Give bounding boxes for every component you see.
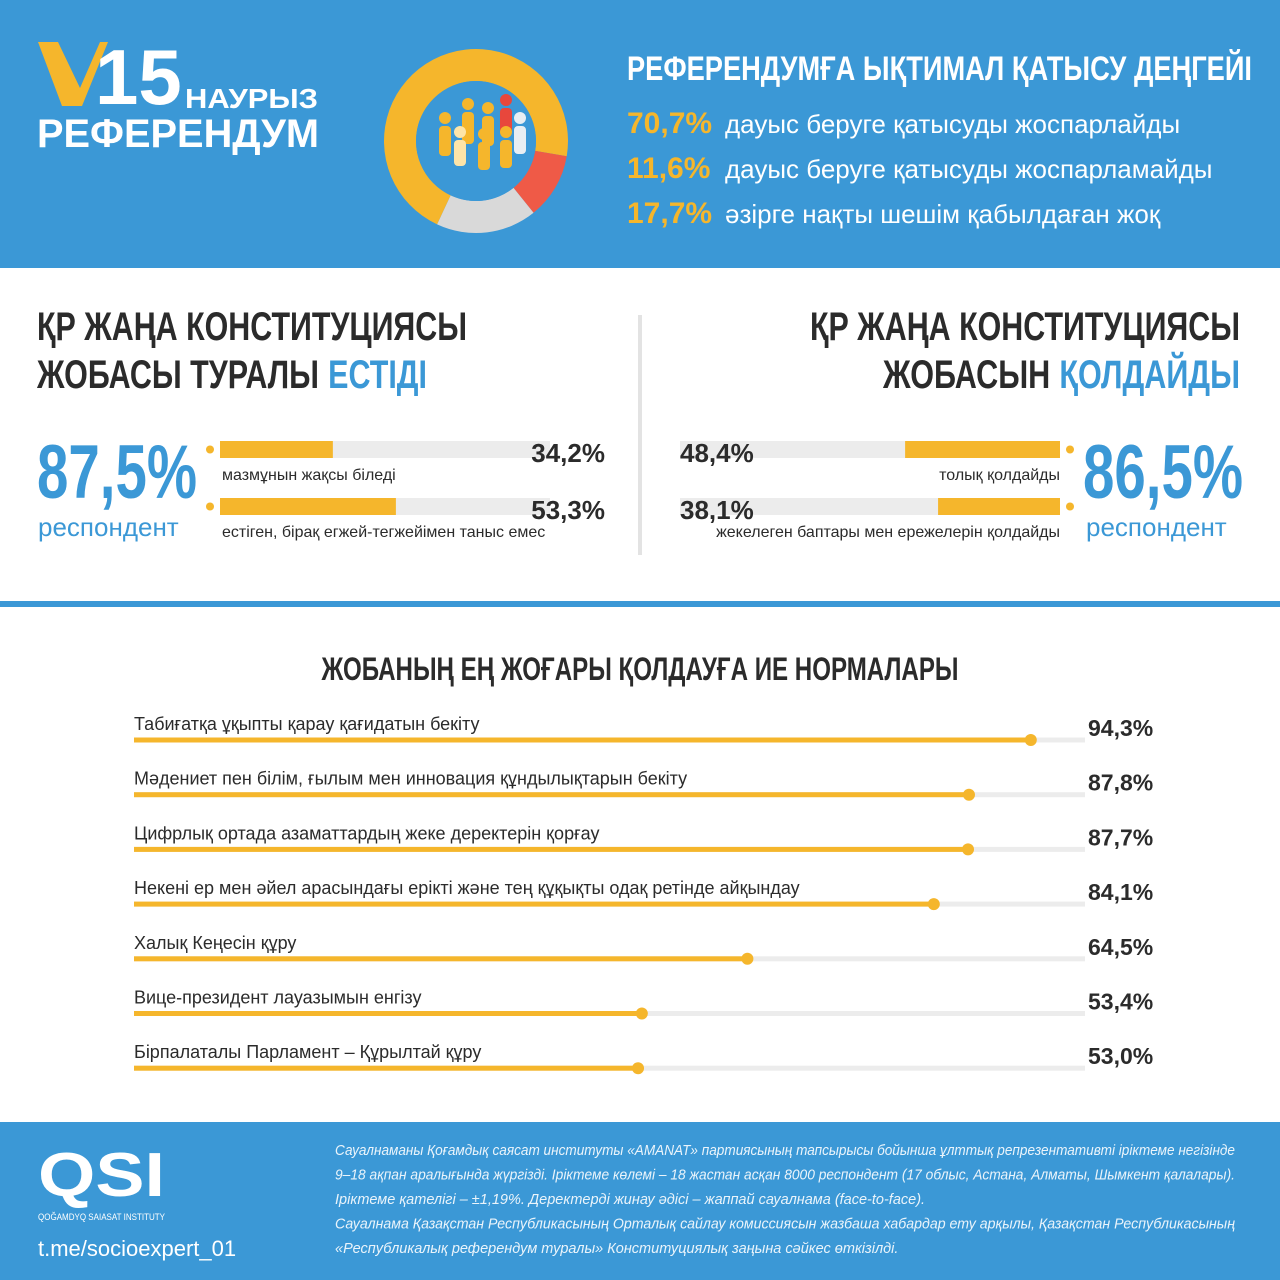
footer-link[interactable]: t.me/socioexpert_01 bbox=[38, 1236, 236, 1261]
people-icon bbox=[439, 94, 526, 170]
logo-mark bbox=[38, 42, 108, 106]
bar-dot bbox=[1066, 445, 1074, 454]
footer-organization: QOĞAMDYQ SAIASAT INSTITUTY bbox=[38, 1212, 165, 1222]
logo-word: РЕФЕРЕНДУМ bbox=[37, 112, 319, 156]
footer-note: Сауалнама Қазақстан Республикасының Орта… bbox=[335, 1217, 1235, 1233]
support-title: ЖОБАСЫНҚОЛДАЙДЫ bbox=[882, 351, 1240, 397]
norm-dot bbox=[635, 1007, 648, 1020]
norm-dot bbox=[962, 843, 975, 856]
norm-bar bbox=[134, 737, 1031, 743]
norm-bar bbox=[134, 792, 969, 798]
footer-notes: Сауалнаманы Қоғамдық саясат институты «A… bbox=[335, 1143, 1235, 1257]
footer-band bbox=[0, 1122, 1280, 1280]
norm-label: Халық Кеңесін құру bbox=[134, 933, 296, 953]
bar bbox=[220, 498, 396, 515]
norm-value: 87,8% bbox=[1088, 770, 1153, 796]
bar-value: 53,3% bbox=[531, 495, 605, 525]
bar-dot bbox=[1066, 502, 1074, 511]
norm-value: 94,3% bbox=[1088, 715, 1153, 741]
norm-bar bbox=[134, 956, 748, 962]
norm-value: 64,5% bbox=[1088, 934, 1153, 960]
footer-note: Сауалнаманы Қоғамдық саясат институты «A… bbox=[335, 1143, 1235, 1159]
norm-value: 87,7% bbox=[1088, 824, 1153, 850]
bar-dot bbox=[206, 445, 214, 454]
bar bbox=[905, 441, 1060, 458]
donut-segment bbox=[513, 150, 567, 213]
donut-segment bbox=[384, 49, 569, 225]
footer-note: 9–18 ақпан аралығында жүргізді. Іріктеме… bbox=[335, 1168, 1235, 1184]
heard-title: ЖОБАСЫ ТУРАЛЫ bbox=[36, 353, 319, 397]
support-title: ҚР ЖАҢА КОНСТИТУЦИЯСЫ bbox=[810, 305, 1240, 349]
heard-total: 87,5% bbox=[37, 430, 197, 515]
norms-title: ЖОБАНЫҢ ЕҢ ЖОҒАРЫ ҚОЛДАУҒА ИЕ НОРМАЛАРЫ bbox=[321, 651, 959, 687]
norm-dot bbox=[1024, 734, 1037, 746]
heard-title: ҚР ЖАҢА КОНСТИТУЦИЯСЫ bbox=[37, 305, 467, 349]
donut-segment bbox=[437, 187, 534, 234]
header-band bbox=[0, 0, 1280, 268]
norm-bar bbox=[134, 901, 934, 907]
donut-chart bbox=[384, 49, 569, 234]
participation-title: РЕФЕРЕНДУМҒА ЫҚТИМАЛ ҚАТЫСУ ДЕҢГЕЙІ bbox=[627, 49, 1252, 88]
legend-label: әзірге нақты шешім қабылдаған жоқ bbox=[725, 199, 1161, 229]
legend-value: 11,6% bbox=[627, 152, 710, 185]
norm-label: Мәдениет пен білім, ғылым мен инновация … bbox=[134, 769, 687, 789]
footer-logo: QSI bbox=[38, 1141, 165, 1210]
norm-bar bbox=[134, 846, 969, 852]
logo-number: 15 bbox=[95, 33, 182, 121]
norm-bar bbox=[134, 1065, 639, 1071]
bar-label: естіген, бірақ егжей-тегжейімен таныс ем… bbox=[222, 524, 545, 541]
logo-month: НАУРЫЗ bbox=[185, 83, 318, 114]
bar bbox=[220, 441, 333, 458]
bar-value: 48,4% bbox=[680, 438, 754, 468]
norm-bar bbox=[134, 1011, 642, 1016]
bar-value: 38,1% bbox=[680, 495, 754, 525]
section-rule bbox=[0, 601, 1280, 607]
norm-dot bbox=[962, 788, 975, 801]
legend-label: дауыс беруге қатысуды жоспарламайды bbox=[725, 154, 1212, 184]
legend-value: 70,7% bbox=[627, 107, 712, 140]
support-highlight: ҚОЛДАЙДЫ bbox=[1059, 351, 1240, 397]
heard-highlight: ЕСТІДІ bbox=[328, 353, 427, 397]
norm-label: Цифрлық ортада азаматтардың жеке деректе… bbox=[134, 823, 599, 843]
bar bbox=[938, 498, 1060, 515]
footer-note: Іріктеме қателігі – ±1,19%. Деректерді ж… bbox=[335, 1192, 925, 1208]
legend-value: 17,7% bbox=[627, 197, 712, 230]
legend-label: дауыс беруге қатысуды жоспарлайды bbox=[725, 109, 1180, 139]
heard-unit: респондент bbox=[38, 512, 179, 542]
norm-value: 53,4% bbox=[1088, 989, 1153, 1015]
norm-label: Вице-президент лауазымын енгізу bbox=[134, 988, 421, 1008]
support-unit: респондент bbox=[1086, 512, 1227, 542]
norm-value: 84,1% bbox=[1088, 879, 1153, 905]
support-title: ЖОБАСЫН bbox=[882, 353, 1050, 397]
support-total: 86,5% bbox=[1083, 430, 1243, 515]
norm-label: Некені ер мен әйел арасындағы ерікті жән… bbox=[134, 878, 800, 898]
norm-value: 53,0% bbox=[1088, 1043, 1153, 1069]
footer-note: «Республикалық референдум туралы» Консти… bbox=[335, 1241, 898, 1257]
norm-dot bbox=[741, 952, 754, 965]
bar-label: жекелеген баптары мен ережелерін қолдайд… bbox=[716, 524, 1060, 541]
bar-value: 34,2% bbox=[531, 438, 605, 468]
bar-dot bbox=[206, 502, 214, 511]
heard-title: ЖОБАСЫ ТУРАЛЫЕСТІДІ bbox=[36, 353, 427, 397]
bar-label: мазмұнын жақсы біледі bbox=[222, 467, 396, 484]
norm-dot bbox=[927, 898, 940, 911]
norm-dot bbox=[632, 1062, 645, 1075]
norm-label: Табиғатқа ұқыпты қарау қағидатын бекіту bbox=[134, 714, 480, 734]
bar-label: толық қолдайды bbox=[939, 467, 1060, 484]
norm-label: Бірпалаталы Парламент – Құрылтай құру bbox=[134, 1042, 481, 1062]
